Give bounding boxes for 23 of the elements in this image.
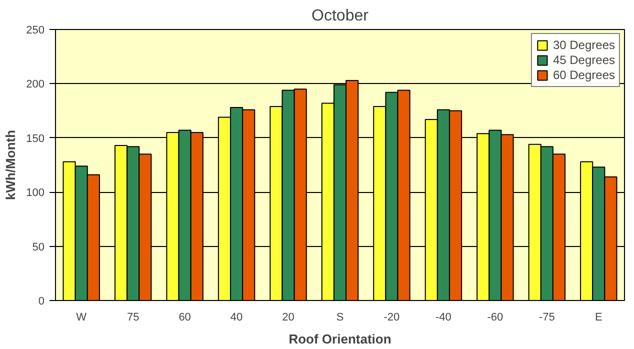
x-tick-label: -40 [436,312,452,324]
x-tick-label: W [76,312,88,324]
y-tick-label: 250 [26,24,45,36]
legend-label: 60 Degrees [552,68,615,82]
x-tick-label: S [336,312,344,324]
x-tick-label: 20 [282,312,294,324]
y-axis-title: kWh/Month [3,130,18,200]
x-tick-label: -60 [487,312,504,324]
y-tick-label: 150 [26,132,45,145]
legend-label: 45 Degrees [552,53,615,67]
y-tick-label: 0 [38,296,45,308]
y-tick-label: 200 [26,78,45,91]
y-tick-label: 50 [32,241,45,254]
chart-title: October [312,8,370,24]
x-tick-label: 75 [126,312,140,324]
legend-label: 30 Degrees [552,38,615,52]
x-tick-label: E [594,312,602,324]
x-tick-label: -75 [538,312,555,324]
x-tick-label: 40 [230,312,243,324]
x-tick-label: 60 [178,312,191,324]
x-axis-title: Roof Orientation [288,332,392,346]
x-tick-label: -20 [384,312,400,324]
y-tick-label: 100 [26,187,45,200]
